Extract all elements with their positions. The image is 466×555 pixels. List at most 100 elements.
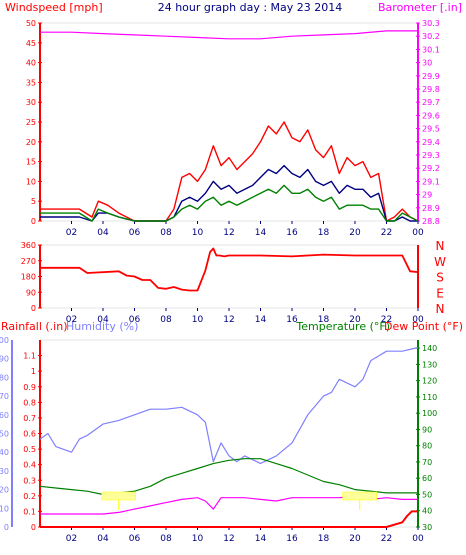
chart-title: 24 hour graph day : May 23 2014 [158,1,343,14]
rainfall-y-tick-label: 0.2 [23,492,36,501]
yellow-annotation-box [342,491,377,501]
weather-panel-x-tick-label: 06 [129,534,141,544]
barometer-y-tick-label: 29.3 [422,151,440,160]
rainfall-y-tick-label: 1 [31,367,36,376]
temperature-y-tick-label: 40 [422,507,432,516]
barometer-y-tick-label: 29.1 [422,177,440,186]
direction-panel-x-tick-label: 22 [381,315,392,325]
barometer-y-tick-label: 30.2 [422,32,440,41]
rainfall-y-tick-label: 0.1 [23,507,36,516]
direction-panel-x-tick-label: 08 [160,315,172,325]
direction-panel-x-tick-label: 10 [192,315,204,325]
direction-y-tick-label: 270 [21,257,36,266]
windspeed-y-tick-label: 45 [26,39,36,48]
weather-panel-x-tick-label: 02 [66,534,77,544]
humidity-y-tick-label: 10 [0,504,9,513]
windspeed-axis-label: Windspeed [mph] [5,1,103,14]
humidity-y-tick-label: 30 [0,467,9,476]
weather-panel-x-tick-label: 14 [255,534,267,544]
humidity-axis-label: Humidity (%) [66,320,138,333]
barometer-y-tick-label: 29.7 [422,98,440,107]
barometer-y-tick-label: 29.6 [422,111,440,120]
wind-panel-x-tick-label: 06 [129,228,141,238]
weather-panel-x-tick-label: 20 [349,534,361,544]
barometer-y-tick-label: 29.2 [422,164,440,173]
direction-y-tick-label: 180 [21,273,36,282]
weather-panel-x-tick-label: 00 [412,534,424,544]
barometer-y-tick-label: 29.8 [422,85,440,94]
wind-panel-x-tick-label: 00 [412,228,424,238]
direction-panel-x-tick-label: 20 [349,315,361,325]
barometer-y-tick-label: 30 [422,59,432,68]
rainfall-y-tick-label: 0.7 [23,414,36,423]
wind-panel-x-tick-label: 12 [223,228,234,238]
direction-panel-x-tick-label: 16 [286,315,298,325]
direction-y-tick-label: 90 [26,288,36,297]
rainfall-axis-label: Rainfall (.in) [1,320,68,333]
temperature-y-tick-label: 110 [422,393,437,402]
humidity-y-tick-label: 80 [0,373,9,382]
humidity-y-tick-label: 20 [0,486,9,495]
rainfall-y-tick-label: 0.9 [23,383,36,392]
windspeed-y-tick-label: 10 [26,177,36,186]
temperature-y-tick-label: 90 [422,425,432,434]
wind-panel-x-tick-label: 08 [160,228,172,238]
barometer-y-tick-label: 30.1 [422,45,440,54]
wind-panel-x-tick-label: 04 [97,228,109,238]
direction-panel-x-tick-label: 14 [255,315,267,325]
yellow-annotation-box [101,491,136,501]
direction-panel-x-tick-label: 12 [223,315,234,325]
barometer-y-tick-label: 28.8 [422,217,440,226]
compass-letter: E [436,286,444,300]
barometer-y-tick-label: 28.9 [422,204,440,213]
wind-panel-x-tick-label: 02 [66,228,77,238]
rainfall-y-tick-label: 1.1 [23,352,36,361]
temperature-y-tick-label: 60 [422,474,432,483]
temperature-y-tick-label: 140 [422,344,437,353]
humidity-y-tick-label: 50 [0,430,9,439]
direction-y-tick-label: 0 [31,304,36,313]
chart-layer: 0510152025303540455028.828.92929.129.229… [0,19,446,544]
rainfall-y-tick-label: 0.3 [23,476,36,485]
humidity-y-tick-label: 90 [0,355,9,364]
temperature-y-tick-label: 80 [422,442,432,451]
direction-panel-x-tick-label: 02 [66,315,77,325]
wind-panel-x-tick-label: 14 [255,228,267,238]
weather-panel-x-tick-label: 16 [286,534,298,544]
weather-series-line-1 [39,458,418,496]
humidity-y-tick-label: 40 [0,448,9,457]
rainfall-y-tick-label: 0.8 [23,398,36,407]
rainfall-y-tick-label: 0.4 [23,461,36,470]
compass-letter: S [436,271,444,285]
wind-panel-x-tick-label: 22 [381,228,392,238]
dewpoint-axis-label: Dew Point (°F) [384,320,463,333]
wind-series-line-0 [40,121,419,222]
barometer-y-tick-label: 29 [422,191,432,200]
wind-panel-x-tick-label: 18 [318,228,330,238]
direction-panel-frame [39,244,419,309]
compass-letter: N [436,239,445,253]
wind-panel-frame [39,22,419,222]
weather-series-line-0 [39,346,419,464]
temperature-y-tick-label: 100 [422,409,437,418]
wind-series-line-3 [40,30,418,40]
compass-letter: N [436,302,445,316]
barometer-axis-label: Barometer [.in] [378,1,462,14]
humidity-y-tick-label: 100 [0,336,9,345]
direction-panel-x-tick-label: 06 [129,315,141,325]
windspeed-y-tick-label: 20 [26,138,36,147]
humidity-y-tick-label: 70 [0,392,9,401]
wind-direction-line [40,247,419,292]
wind-panel-x-tick-label: 20 [349,228,361,238]
windspeed-y-tick-label: 5 [31,197,36,206]
temperature-axis-label: Temperature (°F) [295,320,390,333]
barometer-y-tick-label: 29.9 [422,72,440,81]
weather-series-line-3 [40,510,418,528]
wind-panel-x-tick-label: 10 [192,228,204,238]
weather-panel-x-tick-label: 18 [318,534,330,544]
windspeed-y-tick-label: 50 [26,19,36,28]
temperature-y-tick-label: 30 [422,523,432,532]
humidity-y-tick-label: 0 [4,523,9,532]
wind-panel-x-tick-label: 16 [286,228,298,238]
